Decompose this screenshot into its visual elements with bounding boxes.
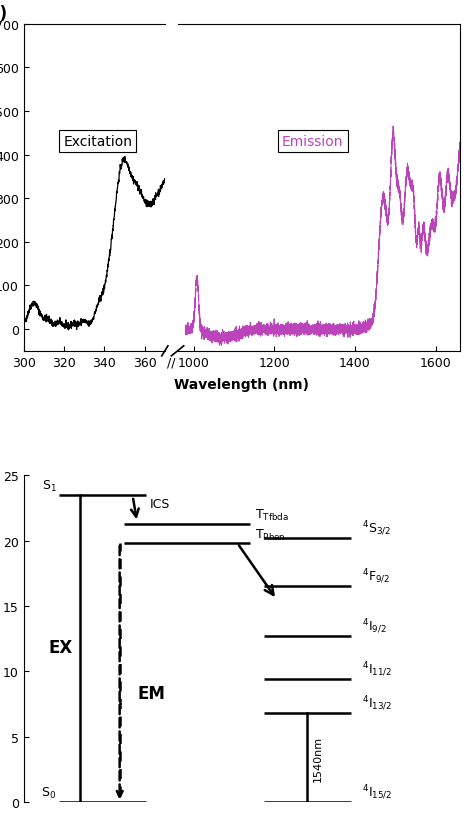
Text: $^4$S$_{3/2}$: $^4$S$_{3/2}$ [362,519,391,537]
Text: Excitation: Excitation [63,135,132,149]
Text: T$_{\rm Phen}$: T$_{\rm Phen}$ [255,527,285,543]
Text: 1540nm: 1540nm [312,734,322,781]
Text: T$_{\rm Tfbda}$: T$_{\rm Tfbda}$ [255,508,289,523]
Text: $^4$I$_{15/2}$: $^4$I$_{15/2}$ [362,782,392,801]
Text: S$_1$: S$_1$ [42,478,56,493]
Text: EX: EX [49,638,73,656]
Text: ICS: ICS [150,498,171,511]
Text: Er$^{3+}$: Er$^{3+}$ [289,825,326,827]
Text: (a): (a) [0,5,8,23]
Text: $^4$I$_{13/2}$: $^4$I$_{13/2}$ [362,694,392,712]
Text: Wavelength (nm): Wavelength (nm) [174,378,309,392]
Text: $^4$F$_{9/2}$: $^4$F$_{9/2}$ [362,567,390,586]
Text: $^4$I$_{11/2}$: $^4$I$_{11/2}$ [362,660,392,678]
Text: $^4$I$_{9/2}$: $^4$I$_{9/2}$ [362,617,386,635]
Text: Emission: Emission [282,135,344,149]
Text: EM: EM [137,684,165,701]
Text: S$_0$: S$_0$ [41,785,56,801]
Text: //: // [167,356,175,369]
